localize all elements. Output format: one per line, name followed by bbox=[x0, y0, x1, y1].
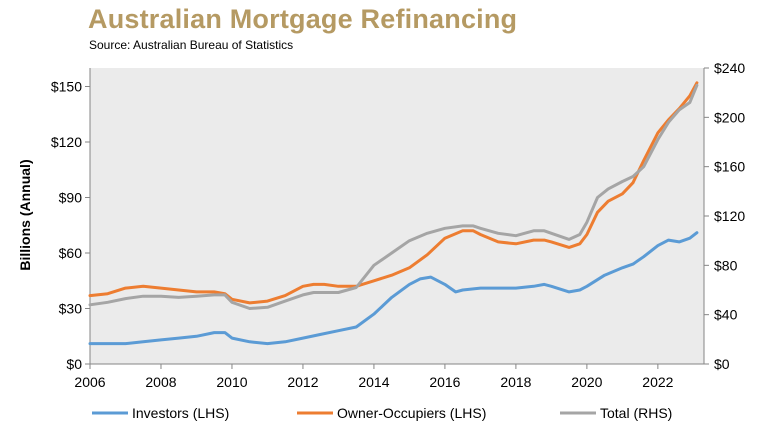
x-tick-label: 2014 bbox=[358, 374, 389, 390]
legend-label-0: Investors (LHS) bbox=[132, 405, 229, 421]
y-tick-right-label: $160 bbox=[714, 159, 745, 175]
x-tick-label: 2020 bbox=[571, 374, 602, 390]
x-tick-label: 2016 bbox=[429, 374, 460, 390]
legend-label-2: Total (RHS) bbox=[600, 405, 672, 421]
y-tick-left-label: $150 bbox=[51, 79, 82, 95]
y-tick-right-label: $40 bbox=[714, 307, 738, 323]
series-line-1 bbox=[88, 81, 699, 305]
y-tick-left-label: $30 bbox=[59, 301, 83, 317]
chart-source: Source: Australian Bureau of Statistics bbox=[89, 38, 294, 52]
x-tick-label: 2006 bbox=[74, 374, 105, 390]
chart-title: Australian Mortgage Refinancing bbox=[88, 4, 518, 34]
y-tick-left-label: $90 bbox=[59, 190, 83, 206]
y-tick-left-label: $0 bbox=[66, 356, 82, 372]
series-line-2 bbox=[88, 83, 699, 310]
y-axis-title-left: Billions (Annual) bbox=[17, 159, 33, 270]
legend-label-1: Owner-Occupiers (LHS) bbox=[337, 405, 486, 421]
x-tick-label: 2010 bbox=[216, 374, 247, 390]
plot-area bbox=[90, 68, 704, 364]
x-tick-label: 2018 bbox=[500, 374, 531, 390]
series-line-0 bbox=[88, 231, 699, 346]
y-tick-right-label: $0 bbox=[714, 356, 730, 372]
x-tick-label: 2022 bbox=[642, 374, 673, 390]
y-tick-left-label: $120 bbox=[51, 134, 82, 150]
y-tick-right-label: $200 bbox=[714, 109, 745, 125]
y-tick-right-label: $120 bbox=[714, 208, 745, 224]
x-tick-label: 2008 bbox=[145, 374, 176, 390]
y-tick-left-label: $60 bbox=[59, 245, 83, 261]
x-tick-label: 2012 bbox=[287, 374, 318, 390]
y-tick-right-label: $240 bbox=[714, 60, 745, 76]
y-tick-right-label: $80 bbox=[714, 257, 738, 273]
